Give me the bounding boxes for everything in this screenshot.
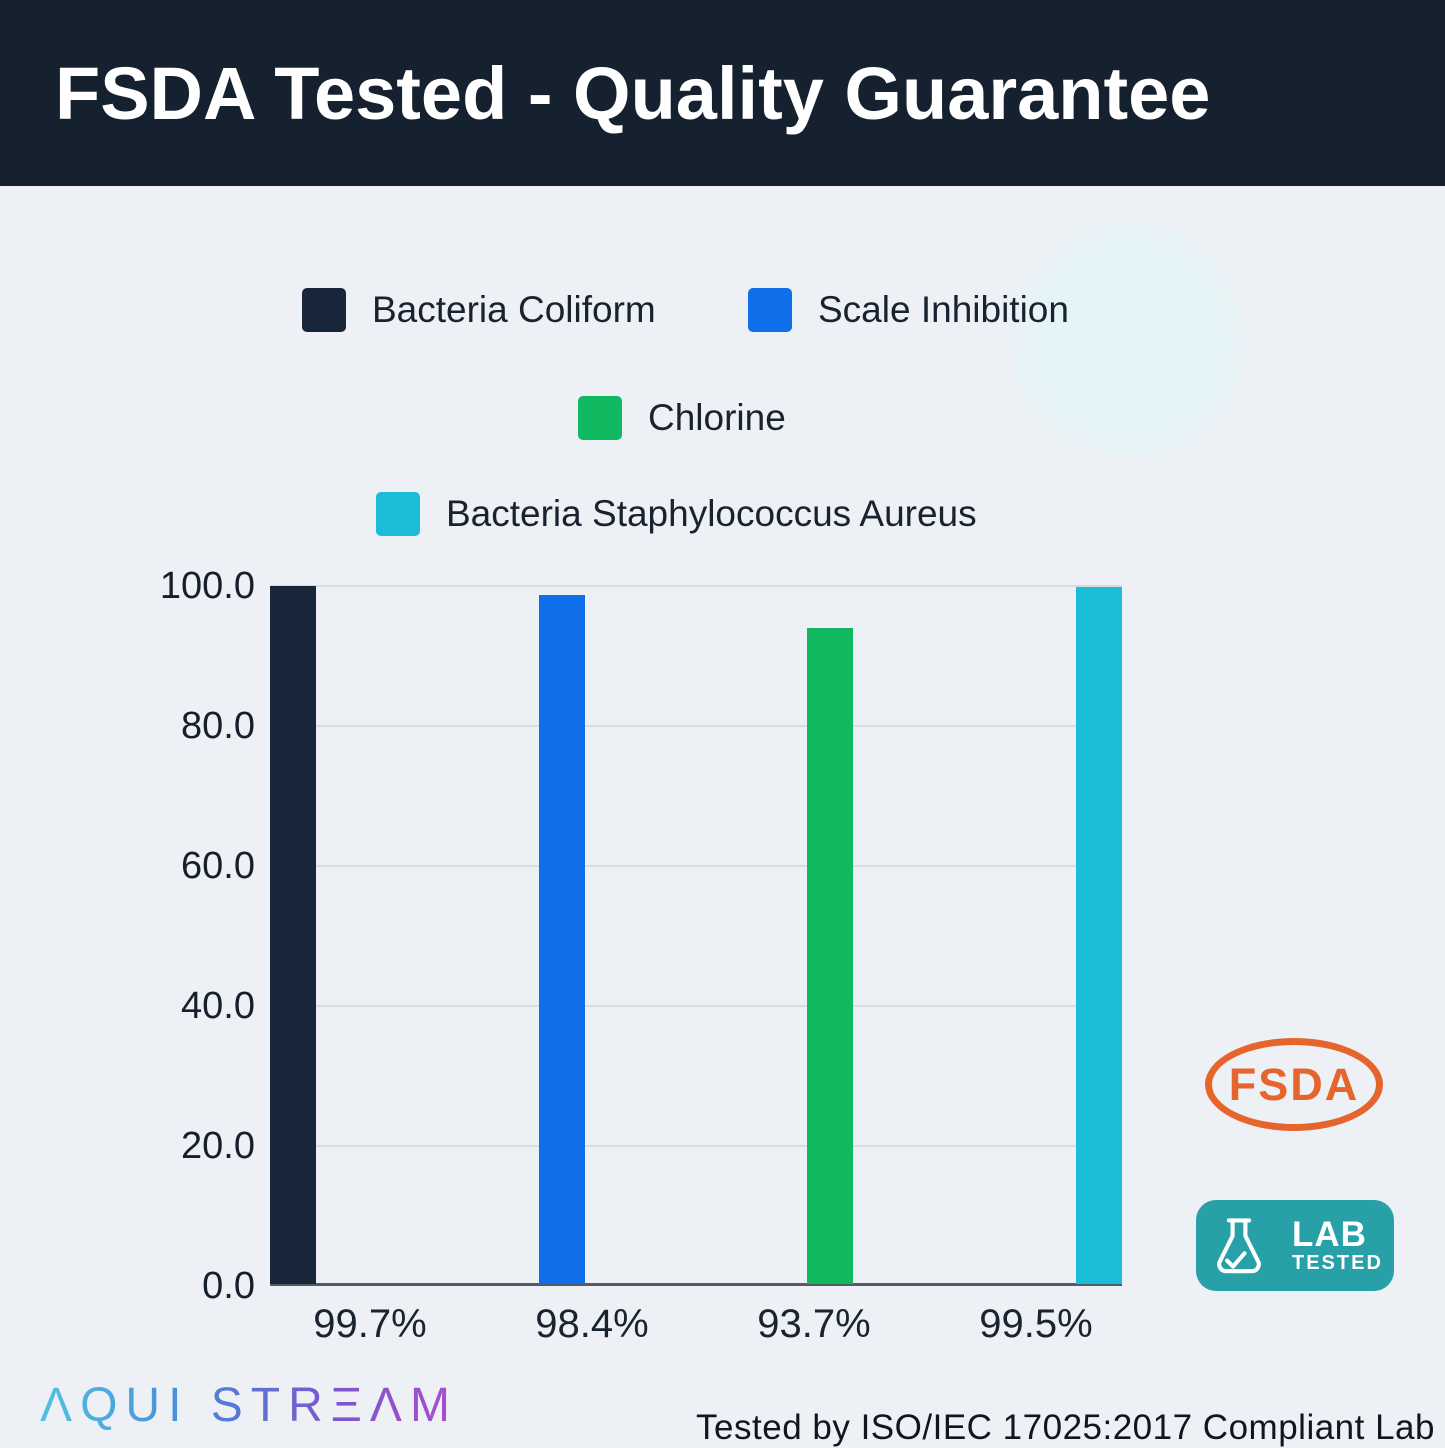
gridline-60 — [270, 865, 1122, 867]
x-tick-label-0: 99.7% — [313, 1302, 427, 1346]
legend-label: Bacteria Coliform — [372, 289, 656, 330]
lab-flask-icon — [1217, 1217, 1261, 1273]
x-tick-label-2: 93.7% — [757, 1302, 871, 1346]
plot-area — [270, 585, 1122, 1286]
legend-label: Scale Inhibition — [818, 289, 1069, 330]
bar-scale-inhibition — [539, 595, 585, 1284]
page-title: FSDA Tested - Quality Guarantee — [55, 51, 1211, 135]
x-tick-label-1: 98.4% — [535, 1302, 649, 1346]
legend-swatch-bacteria-coliform — [302, 288, 346, 332]
y-tick-label-100: 100.0 — [159, 565, 255, 607]
gridline-40 — [270, 1005, 1122, 1007]
y-tick-label-20: 20.0 — [181, 1125, 255, 1167]
legend-item-chlorine: Chlorine — [578, 396, 786, 440]
gridline-0 — [270, 1283, 1122, 1286]
fsda-badge-label: FSDA — [1228, 1058, 1360, 1110]
gridline-100 — [270, 585, 1122, 587]
gridline-20 — [270, 1145, 1122, 1147]
bar-chart: 0.0 20.0 40.0 60.0 80.0 100.0 99.7% 98.4% 93.7% 9… — [0, 565, 1445, 1346]
bar-chlorine — [807, 628, 853, 1284]
legend-item-bacteria-coliform: Bacteria Coliform — [302, 288, 656, 332]
bar-bacteria-coliform — [270, 586, 316, 1284]
legend-swatch-scale-inhibition — [748, 288, 792, 332]
legend-label: Chlorine — [648, 397, 786, 438]
watermark-circle — [1008, 220, 1248, 460]
legend-swatch-chlorine — [578, 396, 622, 440]
gridline-80 — [270, 725, 1122, 727]
x-tick-label-3: 99.5% — [979, 1302, 1093, 1346]
legend-item-scale-inhibition: Scale Inhibition — [748, 288, 1069, 332]
brand-logo-aqui-stream: ΛQUI STRΞΛM — [40, 1379, 458, 1432]
footer-lab-note: Tested by ISO/IEC 17025:2017 Compliant L… — [696, 1408, 1435, 1447]
lab-tested-badge: LAB TESTED — [1196, 1200, 1394, 1291]
fsda-certification-badge: FSDA — [1205, 1038, 1383, 1131]
legend-swatch-bacteria-staph-aureus — [376, 492, 420, 536]
lab-badge-line1: LAB — [1292, 1214, 1367, 1254]
legend-item-bacteria-staph-aureus: Bacteria Staphylococcus Aureus — [376, 492, 977, 536]
y-tick-label-0: 0.0 — [202, 1265, 255, 1307]
y-tick-label-80: 80.0 — [181, 705, 255, 747]
header-banner: FSDA Tested - Quality Guarantee — [0, 0, 1445, 186]
legend-label: Bacteria Staphylococcus Aureus — [446, 493, 977, 534]
bar-bacteria-staphylococcus-aureus — [1076, 587, 1122, 1284]
lab-badge-line2: TESTED — [1292, 1251, 1383, 1274]
y-tick-label-40: 40.0 — [181, 985, 255, 1027]
y-tick-label-60: 60.0 — [181, 845, 255, 887]
